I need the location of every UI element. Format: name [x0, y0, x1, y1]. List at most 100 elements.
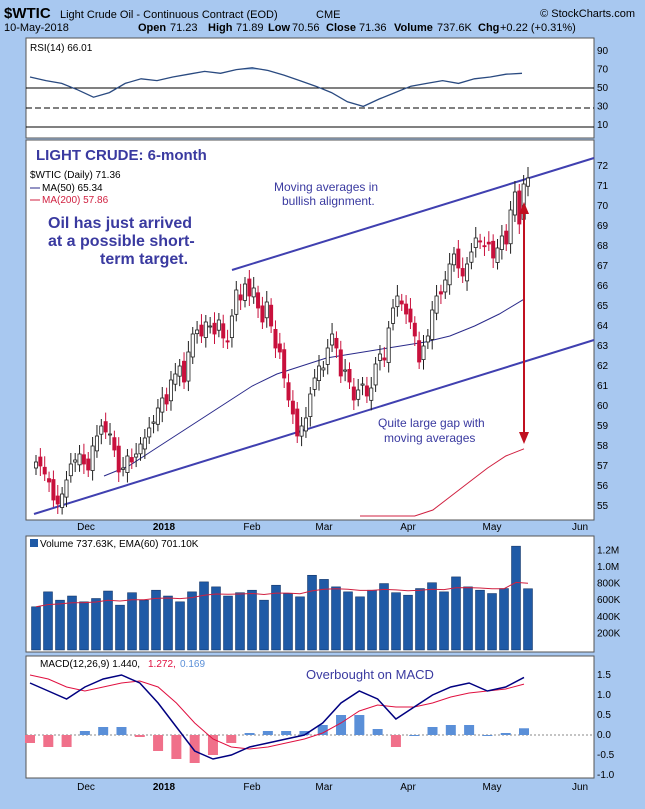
- ma200-line: [360, 448, 525, 517]
- price-tick-label: 66: [597, 281, 609, 292]
- high-label: High: [208, 22, 233, 34]
- volume-bar: [379, 583, 389, 651]
- volume-tick-label: 600K: [597, 595, 621, 606]
- candle-up: [168, 379, 173, 402]
- volume-bar: [139, 599, 149, 651]
- candle-down: [42, 466, 47, 475]
- x-axis-label: May: [483, 522, 502, 533]
- chart-annotation-title: LIGHT CRUDE: 6-month: [36, 147, 207, 164]
- candle-up: [526, 177, 531, 187]
- candle-up: [425, 335, 430, 343]
- volume-bar: [427, 582, 437, 651]
- candle-up: [208, 325, 213, 328]
- rsi-tick-label: 70: [597, 65, 609, 76]
- x-axis-label: Dec: [77, 522, 95, 533]
- candle-up: [251, 287, 256, 298]
- candle-up: [34, 461, 39, 469]
- x-axis-label: Jun: [572, 782, 588, 793]
- exchange: CME: [316, 9, 340, 21]
- volume-bar: [499, 588, 509, 651]
- candle-down: [486, 241, 491, 245]
- volume-bar: [79, 601, 89, 651]
- candle-down: [116, 445, 121, 473]
- description: Light Crude Oil - Continuous Contract (E…: [60, 9, 278, 21]
- candle-up: [465, 263, 470, 282]
- candle-down: [482, 245, 487, 248]
- source-credit: © StockCharts.com: [540, 8, 635, 20]
- candle-down: [47, 478, 52, 483]
- candle-down: [51, 479, 56, 501]
- candle-up: [495, 247, 500, 263]
- volume-bar: [307, 574, 317, 651]
- rsi-tick-label: 90: [597, 46, 609, 57]
- x-axis-label: Apr: [400, 522, 416, 533]
- candlesticks: [34, 167, 531, 515]
- macd-y-axis: 1.5 1.0 0.5 0.0 -0.5 -1.0: [597, 670, 615, 781]
- candle-down: [478, 240, 483, 243]
- gap-note-line1: Quite large gap with: [378, 416, 485, 430]
- macd-hist-bar-positive: [79, 731, 90, 735]
- candle-down: [295, 408, 300, 437]
- candle-down: [260, 305, 265, 323]
- candle-up: [447, 263, 452, 286]
- target-note-line2: at a possible short-: [48, 233, 195, 250]
- volume-tick-label: 400K: [597, 612, 621, 623]
- volume-bar: [31, 606, 41, 651]
- price-tick-label: 57: [597, 461, 609, 472]
- macd-hist-bar-positive: [445, 725, 456, 735]
- volume-bar: [391, 592, 401, 651]
- candle-down: [112, 437, 117, 451]
- candle-up: [190, 333, 195, 358]
- candle-up: [312, 377, 317, 390]
- candle-up: [373, 363, 378, 386]
- candle-up: [77, 453, 82, 466]
- volume-ema-line: [35, 581, 529, 608]
- x-axis-label: Apr: [400, 782, 416, 793]
- candle-up: [356, 389, 361, 400]
- macd-line: [29, 674, 525, 760]
- rsi-tick-label: 50: [597, 83, 609, 94]
- volume-bar: [247, 589, 257, 651]
- candle-up: [68, 463, 73, 477]
- macd-hist-bar-negative: [153, 735, 164, 751]
- macd-tick-label: -1.0: [597, 770, 615, 781]
- candle-up: [386, 327, 391, 363]
- target-note-line1: Oil has just arrived: [48, 215, 192, 232]
- candle-up: [512, 191, 517, 216]
- macd-hist-bar-positive: [98, 727, 109, 735]
- close-label: Close: [326, 22, 356, 34]
- candle-up: [147, 427, 152, 438]
- volume-bar: [67, 595, 77, 651]
- candle-up: [317, 365, 322, 381]
- price-tick-label: 63: [597, 341, 609, 352]
- price-tick-label: 72: [597, 161, 609, 172]
- x-axis-labels: Dec Dec 2018 2018 Feb Feb Mar Mar Apr Apr May May Ju…: [77, 522, 588, 793]
- volume-bar: [175, 601, 185, 651]
- macd-legend-c: 0.169: [180, 659, 205, 670]
- candle-down: [247, 278, 252, 297]
- candle-down: [277, 343, 282, 353]
- macd-hist-bar-positive: [336, 715, 347, 735]
- price-tick-label: 56: [597, 481, 609, 492]
- volume-bar: [199, 581, 209, 651]
- macd-hist-bar-positive: [409, 735, 420, 736]
- candle-down: [221, 323, 226, 339]
- x-axis-label: Feb: [243, 522, 261, 533]
- volume-bar: [451, 576, 461, 651]
- ma-note-line1: Moving averages in: [274, 180, 378, 194]
- candle-down: [504, 230, 509, 245]
- macd-tick-label: 1.5: [597, 670, 611, 681]
- candle-down: [399, 300, 404, 305]
- candle-down: [351, 386, 356, 401]
- candle-down: [55, 495, 60, 505]
- candle-up: [155, 407, 160, 425]
- volume-y-axis: 1.2M 1.0M 800K 600K 400K 200K: [597, 545, 621, 639]
- volume-bar: [343, 591, 353, 651]
- candle-down: [199, 324, 204, 337]
- chg-label: Chg: [478, 22, 499, 34]
- candle-up: [469, 251, 474, 263]
- macd-tick-label: 0.0: [597, 730, 611, 741]
- candle-up: [195, 329, 200, 335]
- ma-note-line2: bullish alignment.: [282, 194, 375, 208]
